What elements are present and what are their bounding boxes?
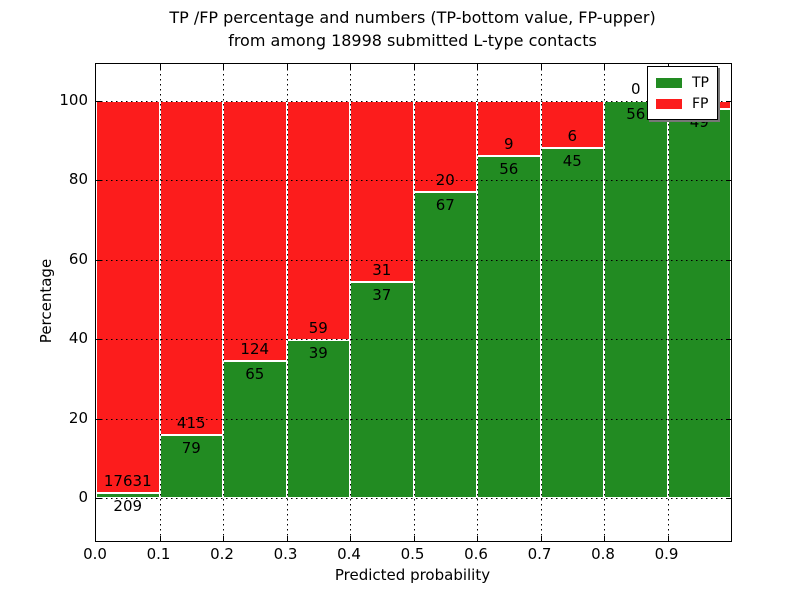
fp-count-label: 20 bbox=[435, 171, 455, 190]
x-tick-bottom bbox=[667, 536, 669, 541]
bar-segment-tp bbox=[540, 147, 604, 498]
v-gridline bbox=[477, 64, 478, 541]
legend-label: TP bbox=[692, 74, 709, 91]
bar-segment-fp bbox=[159, 101, 223, 435]
y-tick-left bbox=[96, 418, 101, 420]
y-tick-right bbox=[726, 498, 731, 499]
x-tick-top bbox=[413, 64, 415, 69]
fp-count-label: 17631 bbox=[103, 472, 152, 491]
v-gridline bbox=[286, 64, 288, 541]
bar-segment-tp bbox=[350, 281, 414, 498]
bar-segment-tp bbox=[159, 434, 223, 498]
fp-count-label: 124 bbox=[240, 340, 270, 359]
fp-count-label: 6 bbox=[567, 126, 578, 145]
bar-segment-tp bbox=[604, 101, 668, 498]
y-tick-left bbox=[96, 101, 101, 102]
fp-count-label: 59 bbox=[308, 318, 328, 337]
x-tick-label: 0.8 bbox=[591, 545, 615, 563]
tp-swatch-icon bbox=[655, 76, 683, 89]
bar-segment-tp bbox=[413, 192, 477, 498]
y-tick-right bbox=[726, 259, 731, 261]
y-tick-right bbox=[726, 101, 731, 102]
x-tick-top bbox=[604, 64, 605, 69]
bar-segment-fp bbox=[350, 101, 414, 282]
tp-count-label: 39 bbox=[308, 343, 328, 362]
x-tick-bottom bbox=[350, 536, 351, 541]
tp-count-label: 209 bbox=[113, 497, 143, 516]
y-tick-left bbox=[96, 498, 101, 499]
x-tick-label: 0.2 bbox=[210, 545, 234, 563]
tp-count-label: 37 bbox=[372, 285, 392, 304]
bar-segment-fp bbox=[286, 101, 350, 340]
y-tick-label: 100 bbox=[59, 91, 88, 109]
x-tick-label: 0.3 bbox=[273, 545, 298, 563]
y-tick-left bbox=[96, 259, 101, 261]
x-tick-bottom bbox=[286, 536, 288, 541]
v-gridline bbox=[604, 64, 605, 541]
y-tick-right bbox=[726, 180, 731, 182]
v-gridline bbox=[413, 64, 415, 541]
x-tick-label: 0.5 bbox=[400, 545, 425, 563]
tp-count-label: 79 bbox=[181, 438, 201, 457]
y-tick-right bbox=[726, 339, 731, 341]
y-tick-label: 40 bbox=[68, 329, 88, 348]
x-tick-bottom bbox=[604, 536, 605, 541]
chart-title: TP /FP percentage and numbers (TP-bottom… bbox=[95, 6, 730, 52]
x-tick-top bbox=[350, 64, 351, 69]
x-tick-label: 0.1 bbox=[146, 545, 171, 563]
v-gridline bbox=[223, 64, 224, 541]
x-tick-label: 0.4 bbox=[337, 545, 361, 563]
y-tick-left bbox=[96, 339, 101, 341]
fp-count-label: 0 bbox=[630, 80, 641, 98]
legend-label: FP bbox=[692, 95, 709, 112]
x-tick-top bbox=[159, 64, 161, 69]
x-tick-label: 0.9 bbox=[654, 545, 679, 563]
x-tick-bottom bbox=[159, 536, 161, 541]
chart-title-line2: from among 18998 submitted L-type contac… bbox=[228, 31, 597, 50]
fp-count-label: 415 bbox=[176, 413, 206, 432]
bar-segment-tp bbox=[96, 493, 160, 498]
x-tick-top bbox=[223, 64, 224, 69]
tp-count-label: 56 bbox=[626, 105, 646, 123]
x-tick-label: 0.0 bbox=[83, 545, 107, 563]
v-gridline bbox=[350, 64, 351, 541]
y-tick-label: 80 bbox=[68, 170, 88, 189]
x-tick-top bbox=[540, 64, 542, 69]
x-tick-bottom bbox=[223, 536, 224, 541]
bar-segment-fp bbox=[223, 101, 287, 362]
tp-count-label: 45 bbox=[562, 151, 582, 170]
chart-title-line1: TP /FP percentage and numbers (TP-bottom… bbox=[169, 8, 656, 27]
fp-count-label: 31 bbox=[372, 260, 392, 279]
bar-segment-tp bbox=[667, 108, 731, 498]
tp-count-label: 67 bbox=[435, 196, 455, 215]
legend-entry-tp: TP bbox=[655, 72, 709, 93]
fp-count-label: 9 bbox=[503, 134, 514, 153]
y-tick-label: 20 bbox=[68, 408, 88, 427]
x-tick-bottom bbox=[540, 536, 542, 541]
bar-segment-fp bbox=[413, 101, 477, 193]
bar-segment-tp bbox=[477, 155, 541, 498]
fp-swatch-icon bbox=[655, 97, 683, 110]
x-axis-label: Predicted probability bbox=[334, 566, 491, 584]
y-tick-label: 0 bbox=[78, 488, 88, 506]
v-gridline bbox=[667, 64, 669, 541]
y-tick-right bbox=[726, 418, 731, 420]
x-tick-bottom bbox=[477, 536, 478, 541]
y-tick-left bbox=[96, 180, 101, 182]
x-tick-label: 0.6 bbox=[464, 545, 488, 563]
y-tick-label: 60 bbox=[68, 249, 88, 268]
plot-area: TP FP 17631 209 415 79 124 65 59 39 31 37 20 67 9 56 6 4… bbox=[95, 63, 732, 542]
bar-segment-fp bbox=[96, 101, 160, 494]
x-tick-top bbox=[286, 64, 288, 69]
x-tick-top bbox=[477, 64, 478, 69]
x-tick-label: 0.7 bbox=[527, 545, 552, 563]
tp-count-label: 65 bbox=[245, 365, 265, 384]
legend-entry-fp: FP bbox=[655, 93, 709, 114]
v-gridline bbox=[540, 64, 542, 541]
legend: TP FP bbox=[647, 66, 718, 120]
v-gridline bbox=[159, 64, 161, 541]
tp-count-label: 56 bbox=[499, 159, 519, 178]
x-tick-bottom bbox=[413, 536, 415, 541]
